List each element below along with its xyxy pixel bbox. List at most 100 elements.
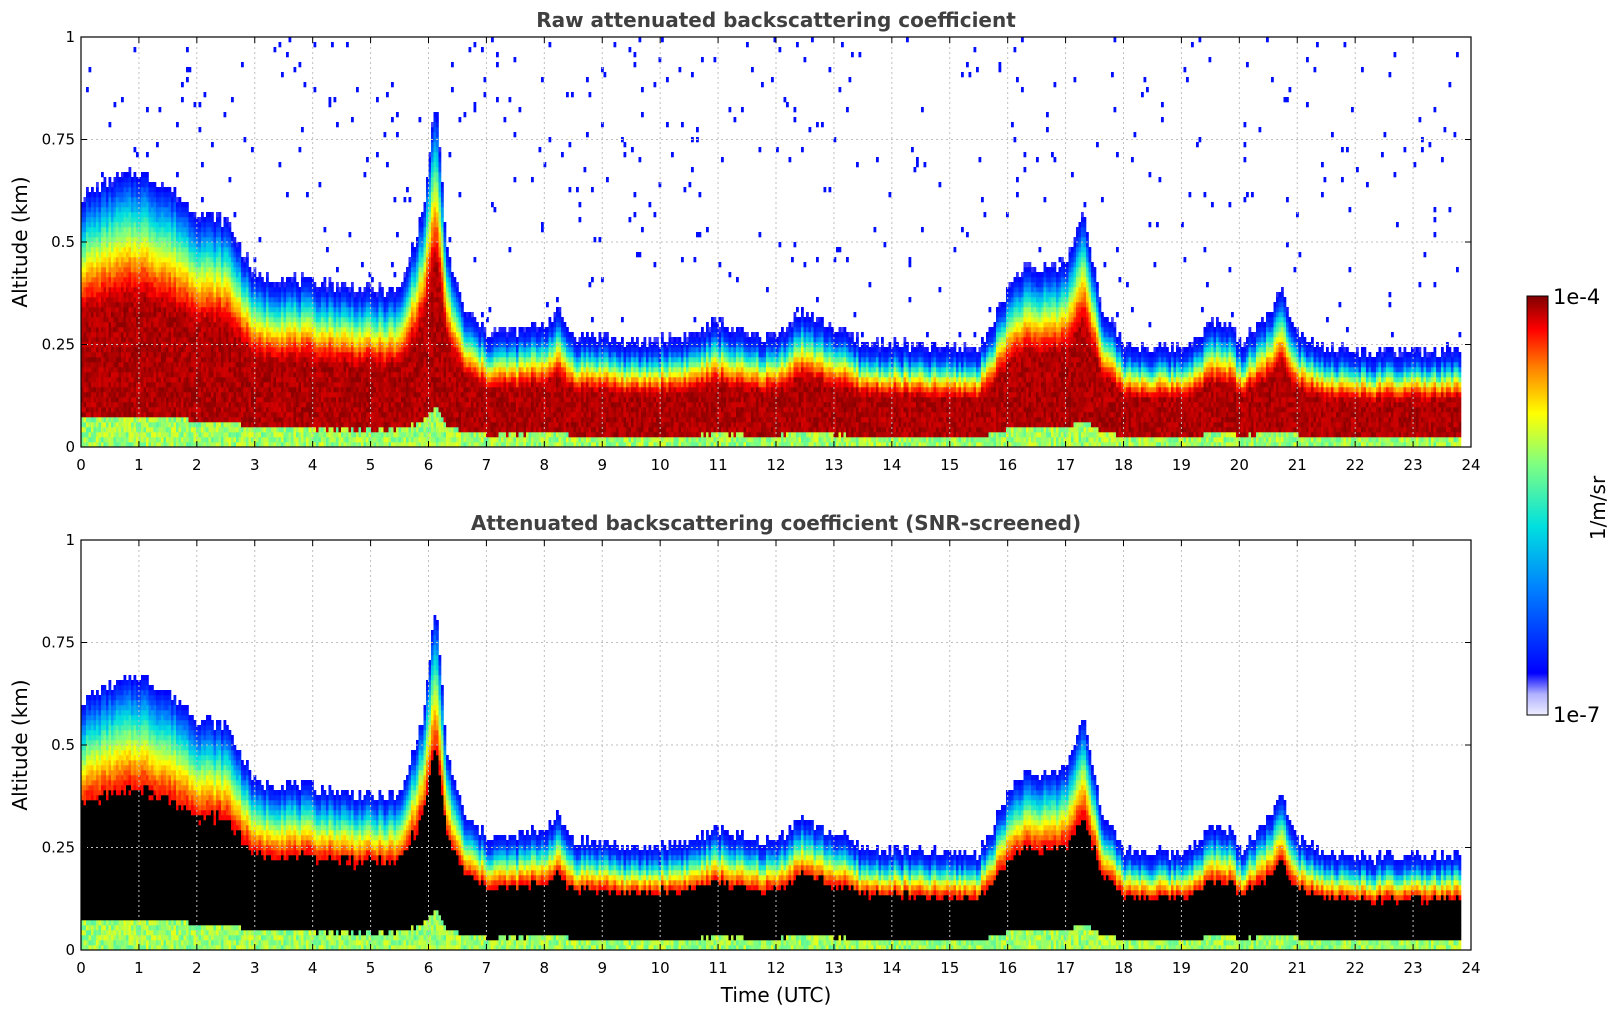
heatmap-cell <box>174 237 177 242</box>
heatmap-cell <box>259 272 262 277</box>
heatmap-cell <box>299 437 302 442</box>
heatmap-cell <box>206 217 209 222</box>
heatmap-cell <box>101 222 104 227</box>
heatmap-cell <box>86 192 89 197</box>
heatmap-cell <box>241 387 244 392</box>
heatmap-cell <box>259 392 262 397</box>
heatmap-cell <box>144 287 147 292</box>
heatmap-cell <box>329 282 332 287</box>
heatmap-cell <box>229 272 232 277</box>
heatmap-cell <box>84 217 87 222</box>
heatmap-cell <box>84 392 87 397</box>
heatmap-cell <box>231 417 234 422</box>
heatmap-cell <box>281 427 284 432</box>
heatmap-cell <box>109 317 112 322</box>
heatmap-cell <box>126 187 129 192</box>
heatmap-cell <box>174 362 177 367</box>
heatmap-cell <box>281 432 284 437</box>
heatmap-cell <box>246 257 249 262</box>
heatmap-cell <box>114 392 117 397</box>
heatmap-cell <box>234 297 237 302</box>
heatmap-cell <box>231 282 234 287</box>
heatmap-cell <box>214 292 217 297</box>
heatmap-cell <box>161 307 164 312</box>
heatmap-cell <box>101 322 104 327</box>
heatmap-cell <box>219 357 222 362</box>
heatmap-cell <box>179 327 182 332</box>
heatmap-cell <box>234 372 237 377</box>
heatmap-cell <box>339 417 342 422</box>
heatmap-cell <box>206 437 209 442</box>
heatmap-cell <box>336 372 339 377</box>
heatmap-cell <box>144 202 147 207</box>
heatmap-cell <box>209 417 212 422</box>
heatmap-cell <box>124 187 127 192</box>
heatmap-cell <box>86 317 89 322</box>
heatmap-cell <box>346 382 349 387</box>
heatmap-cell <box>291 302 294 307</box>
heatmap-cell <box>184 307 187 312</box>
heatmap-cell <box>199 232 202 237</box>
heatmap-cell <box>299 342 302 347</box>
heatmap-cell <box>241 277 244 282</box>
heatmap-cell <box>99 347 102 352</box>
heatmap-cell <box>121 197 124 202</box>
heatmap-cell <box>191 307 194 312</box>
heatmap-cell <box>206 432 209 437</box>
heatmap-cell <box>306 192 309 197</box>
heatmap-cell <box>129 327 132 332</box>
heatmap-cell <box>144 172 147 177</box>
heatmap-cell <box>119 277 122 282</box>
heatmap-cell <box>294 397 297 402</box>
heatmap-cell <box>186 222 189 227</box>
heatmap-cell <box>84 327 87 332</box>
heatmap-cell <box>296 362 299 367</box>
heatmap-cell <box>194 252 197 257</box>
heatmap-cell <box>334 342 337 347</box>
heatmap-cell <box>234 377 237 382</box>
heatmap-cell <box>184 432 187 437</box>
heatmap-cell <box>361 297 364 302</box>
heatmap-cell <box>91 257 94 262</box>
heatmap-cell <box>141 367 144 372</box>
heatmap-cell <box>164 257 167 262</box>
heatmap-cell <box>226 277 229 282</box>
heatmap-cell <box>214 247 217 252</box>
heatmap-cell <box>296 437 299 442</box>
heatmap-cell <box>114 312 117 317</box>
heatmap-cell <box>221 372 224 377</box>
heatmap-cell <box>331 317 334 322</box>
heatmap-cell <box>309 307 312 312</box>
heatmap-cell <box>144 302 147 307</box>
heatmap-cell <box>361 372 364 377</box>
heatmap-cell <box>114 367 117 372</box>
heatmap-cell <box>149 207 152 212</box>
heatmap-cell <box>219 422 222 427</box>
heatmap-cell <box>104 367 107 372</box>
heatmap-cell <box>199 102 202 107</box>
heatmap-cell <box>144 397 147 402</box>
heatmap-cell <box>236 372 239 377</box>
heatmap-cell <box>331 397 334 402</box>
heatmap-cell <box>201 302 204 307</box>
heatmap-cell <box>259 327 262 332</box>
heatmap-cell <box>159 232 162 237</box>
heatmap-cell <box>109 252 112 257</box>
heatmap-cell <box>339 347 342 352</box>
heatmap-cell <box>91 422 94 427</box>
heatmap-cell <box>176 232 179 237</box>
heatmap-cell <box>116 277 119 282</box>
heatmap-cell <box>296 372 299 377</box>
heatmap-cell <box>91 307 94 312</box>
heatmap-cell <box>101 272 104 277</box>
heatmap-cell <box>91 197 94 202</box>
heatmap-cell <box>146 322 149 327</box>
heatmap-cell <box>149 357 152 362</box>
heatmap-cell <box>119 232 122 237</box>
heatmap-cell <box>264 382 267 387</box>
heatmap-cell <box>156 437 159 442</box>
heatmap-cell <box>204 237 207 242</box>
heatmap-cell <box>339 302 342 307</box>
heatmap-cell <box>99 272 102 277</box>
heatmap-cell <box>281 297 284 302</box>
